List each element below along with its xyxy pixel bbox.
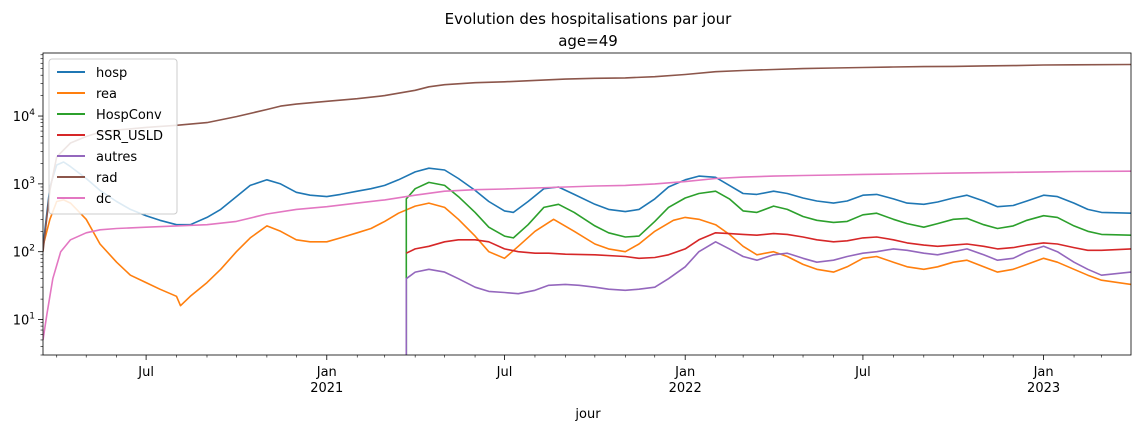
legend-label-rea: rea [96,87,117,102]
x-tick-label: Jan [674,365,695,380]
series-line-autres [405,241,1131,355]
x-axis-label: jour [574,407,601,422]
x-tick-label: Jan [316,365,337,380]
legend-label-hospconv: HospConv [96,108,162,123]
x-tick-label: Jul [137,365,154,380]
legend-label-autres: autres [96,150,137,165]
legend-label-rad: rad [96,171,118,186]
legend-label-hosp: hosp [96,66,127,81]
x-tick-label: Jul [496,365,513,380]
legend-label-ssr-usld: SSR_USLD [96,129,163,144]
x-tick-label: Jan [1033,365,1054,380]
y-tick-label: 103 [13,176,35,193]
legend-label-dc: dc [96,192,111,207]
chart-subtitle: age=49 [558,32,618,50]
series-line-hosp [43,161,1131,247]
y-tick-label: 102 [13,244,35,261]
x-tick-year-label: 2023 [1027,381,1060,396]
y-tick-label: 101 [13,312,35,329]
legend-box [48,58,178,215]
series-line-ssr-usld [405,232,1131,260]
x-tick-year-label: 2022 [669,381,702,396]
x-tick-label: Jul [854,365,871,380]
series-line-hospconv [405,181,1131,355]
series-line-rea [43,199,1131,307]
plot-area [43,63,1131,355]
x-tick-year-label: 2021 [310,381,343,396]
series-line-rad [43,63,1131,252]
series-lines [43,63,1131,355]
series-line-dc [43,170,1131,341]
y-tick-label: 104 [13,108,36,125]
chart-title: Evolution des hospitalisations par jour [445,10,732,28]
plot-frame [42,52,1132,356]
